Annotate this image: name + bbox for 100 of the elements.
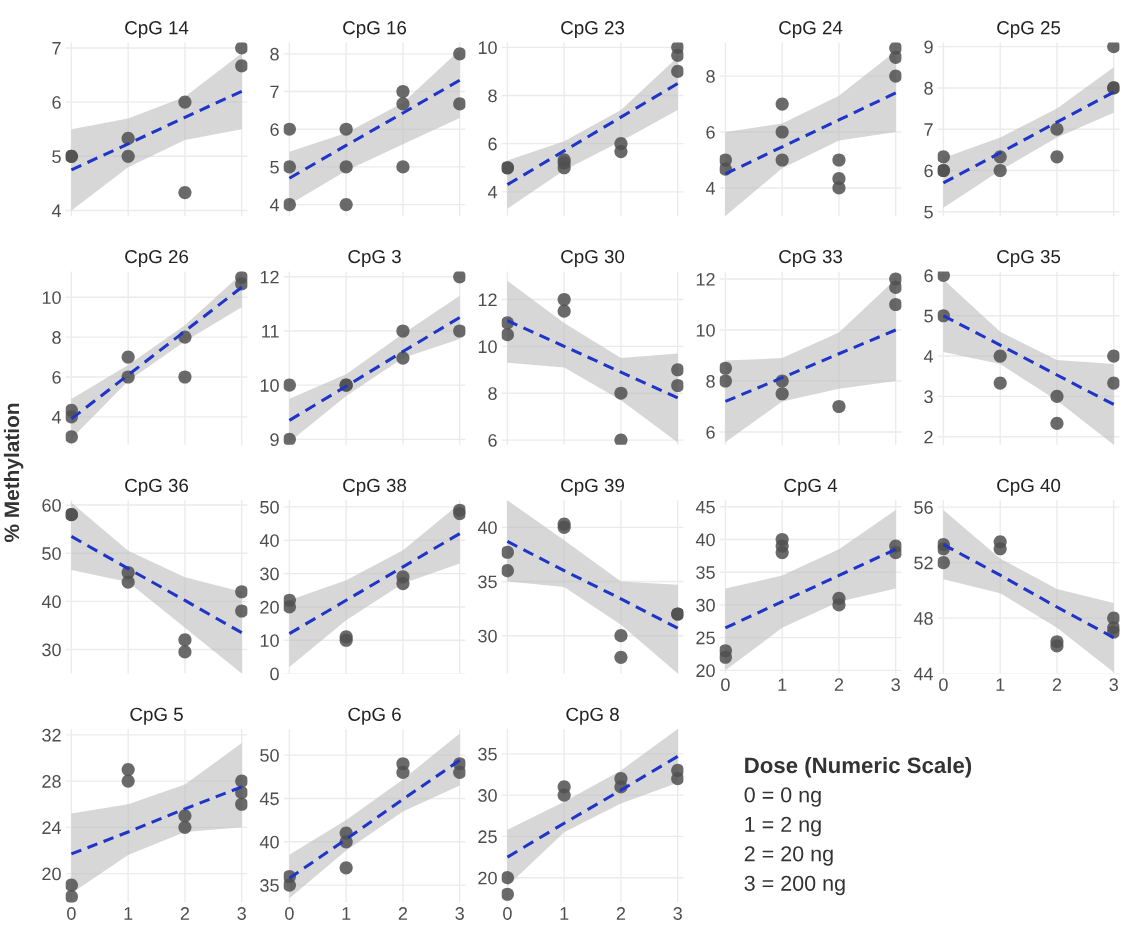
y-tick-label: 2 xyxy=(924,430,933,444)
y-axis-title: % Methylation xyxy=(3,403,24,543)
x-tick-label: 2 xyxy=(616,907,626,920)
chart-title: CpG 30 xyxy=(561,249,625,267)
y-tick-label: 40 xyxy=(695,533,715,547)
y-tick-label: 10 xyxy=(478,41,497,55)
chart-title: CpG 40 xyxy=(997,478,1061,496)
y-tick-label: 10 xyxy=(696,323,715,337)
y-tick-label: 50 xyxy=(260,749,279,762)
x-tick-label: 2 xyxy=(398,907,408,920)
chart-title: CpG 39 xyxy=(561,478,624,496)
text: Dose (Numeric Scale) xyxy=(745,756,972,778)
chart-title: CpG 14 xyxy=(125,21,189,39)
y-tick-label: 30 xyxy=(696,598,715,612)
chart-title: CpG 16 xyxy=(343,21,407,39)
y-tick-label: 6 xyxy=(52,370,61,384)
y-tick-label: 4 xyxy=(51,204,62,218)
y-tick-label: 8 xyxy=(488,89,497,103)
y-tick-label: 20 xyxy=(696,664,715,678)
y-tick-label: 8 xyxy=(270,47,279,61)
y-tick-label: 7 xyxy=(924,123,933,136)
y-tick-label: 20 xyxy=(42,867,61,881)
y-tick-label: 30 xyxy=(42,643,61,657)
x-tick-label: 1 xyxy=(560,907,569,920)
y-tick-label: 35 xyxy=(478,747,497,761)
y-tick-label: 8 xyxy=(706,70,715,83)
y-tick-label: 8 xyxy=(706,374,715,388)
x-tick-label: 0 xyxy=(67,907,76,920)
y-tick-label: 10 xyxy=(42,291,61,305)
x-tick-label: 0 xyxy=(939,678,948,692)
chart-title: CpG 35 xyxy=(997,249,1061,267)
y-tick-label: 56 xyxy=(914,501,933,514)
y-tick-label: 28 xyxy=(42,775,61,788)
x-tick-label: 3 xyxy=(891,678,900,692)
x-tick-label: 1 xyxy=(124,907,133,920)
y-tick-label: 6 xyxy=(488,434,497,447)
y-tick-label: 24 xyxy=(42,821,62,834)
y-tick-label: 40 xyxy=(477,521,497,535)
y-tick-label: 6 xyxy=(488,137,497,151)
x-tick-label: 2 xyxy=(180,907,190,920)
y-tick-label: 8 xyxy=(52,331,61,344)
y-tick-label: 5 xyxy=(270,161,279,174)
text: 3 = 200 ng xyxy=(744,875,845,896)
x-tick-label: 1 xyxy=(342,907,351,920)
y-tick-label: 50 xyxy=(42,547,61,560)
y-tick-label: 45 xyxy=(695,500,715,514)
y-tick-label: 12 xyxy=(696,272,715,286)
text: 0 = 0 ng xyxy=(744,787,821,807)
y-tick-label: 12 xyxy=(260,270,279,284)
y-tick-label: 4 xyxy=(705,182,716,195)
x-tick-label: 1 xyxy=(996,678,1005,691)
y-tick-label: 8 xyxy=(924,81,933,95)
y-tick-label: 9 xyxy=(270,433,279,447)
y-tick-label: 50 xyxy=(260,500,279,514)
x-tick-label: 0 xyxy=(285,907,294,920)
y-tick-label: 48 xyxy=(913,612,933,625)
y-tick-label: 7 xyxy=(270,85,279,99)
y-tick-label: 52 xyxy=(914,556,933,570)
y-tick-label: 6 xyxy=(52,96,61,109)
x-tick-label: 2 xyxy=(1052,678,1062,691)
y-tick-label: 4 xyxy=(51,410,62,424)
y-tick-label: 40 xyxy=(259,534,279,547)
y-tick-label: 10 xyxy=(478,340,497,354)
chart-title: CpG 8 xyxy=(566,707,619,725)
y-tick-label: 4 xyxy=(923,350,934,363)
y-tick-label: 45 xyxy=(259,792,279,806)
y-tick-label: 9 xyxy=(924,40,933,54)
chart-title: CpG 3 xyxy=(348,249,401,267)
chart-title: CpG 23 xyxy=(561,21,625,39)
x-tick-label: 3 xyxy=(455,907,464,920)
y-tick-label: 6 xyxy=(924,164,933,178)
y-tick-label: 6 xyxy=(706,425,715,439)
y-tick-label: 32 xyxy=(42,728,61,742)
y-tick-label: 40 xyxy=(259,835,279,849)
chart-title: CpG 38 xyxy=(343,478,407,496)
y-tick-label: 12 xyxy=(478,293,497,307)
y-tick-label: 5 xyxy=(924,205,933,219)
y-tick-label: 10 xyxy=(260,634,279,647)
y-tick-label: 7 xyxy=(52,42,61,55)
y-tick-label: 25 xyxy=(478,830,497,844)
y-tick-label: 6 xyxy=(270,123,279,136)
y-tick-label: 40 xyxy=(41,595,61,609)
y-tick-label: 3 xyxy=(924,390,933,404)
y-tick-label: 4 xyxy=(487,185,498,199)
chart-title: CpG 25 xyxy=(997,21,1061,39)
x-tick-label: 1 xyxy=(778,678,787,691)
y-tick-label: 5 xyxy=(924,309,933,323)
y-tick-label: 35 xyxy=(696,566,715,579)
y-tick-label: 10 xyxy=(260,379,279,392)
y-tick-label: 35 xyxy=(260,879,279,892)
chart-title: CpG 4 xyxy=(784,478,838,496)
chart-title: CpG 36 xyxy=(125,478,189,496)
text: 2 = 20 ng xyxy=(744,846,833,866)
x-tick-label: 3 xyxy=(237,907,246,920)
y-tick-label: 30 xyxy=(478,629,497,643)
y-tick-label: 30 xyxy=(478,789,497,802)
chart-title: CpG 33 xyxy=(779,249,843,267)
y-tick-label: 60 xyxy=(42,498,61,512)
y-tick-label: 8 xyxy=(488,387,497,400)
y-tick-label: 30 xyxy=(260,567,279,581)
